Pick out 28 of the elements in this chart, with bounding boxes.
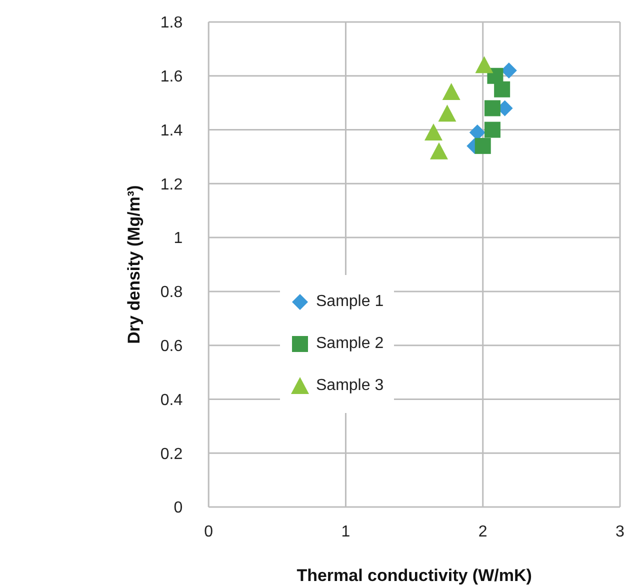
- x-tick-label: 3: [616, 523, 624, 540]
- y-tick-label: 1.2: [160, 176, 183, 194]
- x-tick-label: 0: [204, 523, 214, 540]
- point: [438, 104, 456, 122]
- legend-label: Sample 2: [316, 334, 384, 354]
- x-tick-label: 2: [478, 523, 488, 540]
- x-axis-title: Thermal conductivity (W/mK): [296, 566, 532, 585]
- point: [494, 81, 510, 98]
- point: [424, 123, 442, 140]
- point: [430, 142, 448, 160]
- point: [442, 83, 460, 100]
- y-tick-label: 0.8: [160, 284, 183, 302]
- y-tick-label: 0: [174, 500, 183, 517]
- y-tick-label: 1.4: [160, 122, 183, 140]
- y-tick-label: 0.6: [160, 338, 183, 356]
- y-tick-label: 0.4: [160, 392, 183, 409]
- point: [475, 56, 494, 74]
- y-tick-label: 1.8: [160, 14, 183, 32]
- point: [484, 100, 500, 116]
- y-axis-title: Dry density (Mg/m³): [124, 185, 144, 344]
- y-tick-label: 0.2: [160, 446, 183, 463]
- y-tick-label: 1: [174, 230, 183, 248]
- point: [484, 122, 500, 138]
- legend-label: Sample 1: [316, 292, 384, 312]
- y-tick-label: 1.6: [160, 68, 183, 86]
- legend-label: Sample 3: [316, 376, 384, 396]
- x-tick-label: 1: [341, 523, 350, 540]
- point: [474, 138, 491, 154]
